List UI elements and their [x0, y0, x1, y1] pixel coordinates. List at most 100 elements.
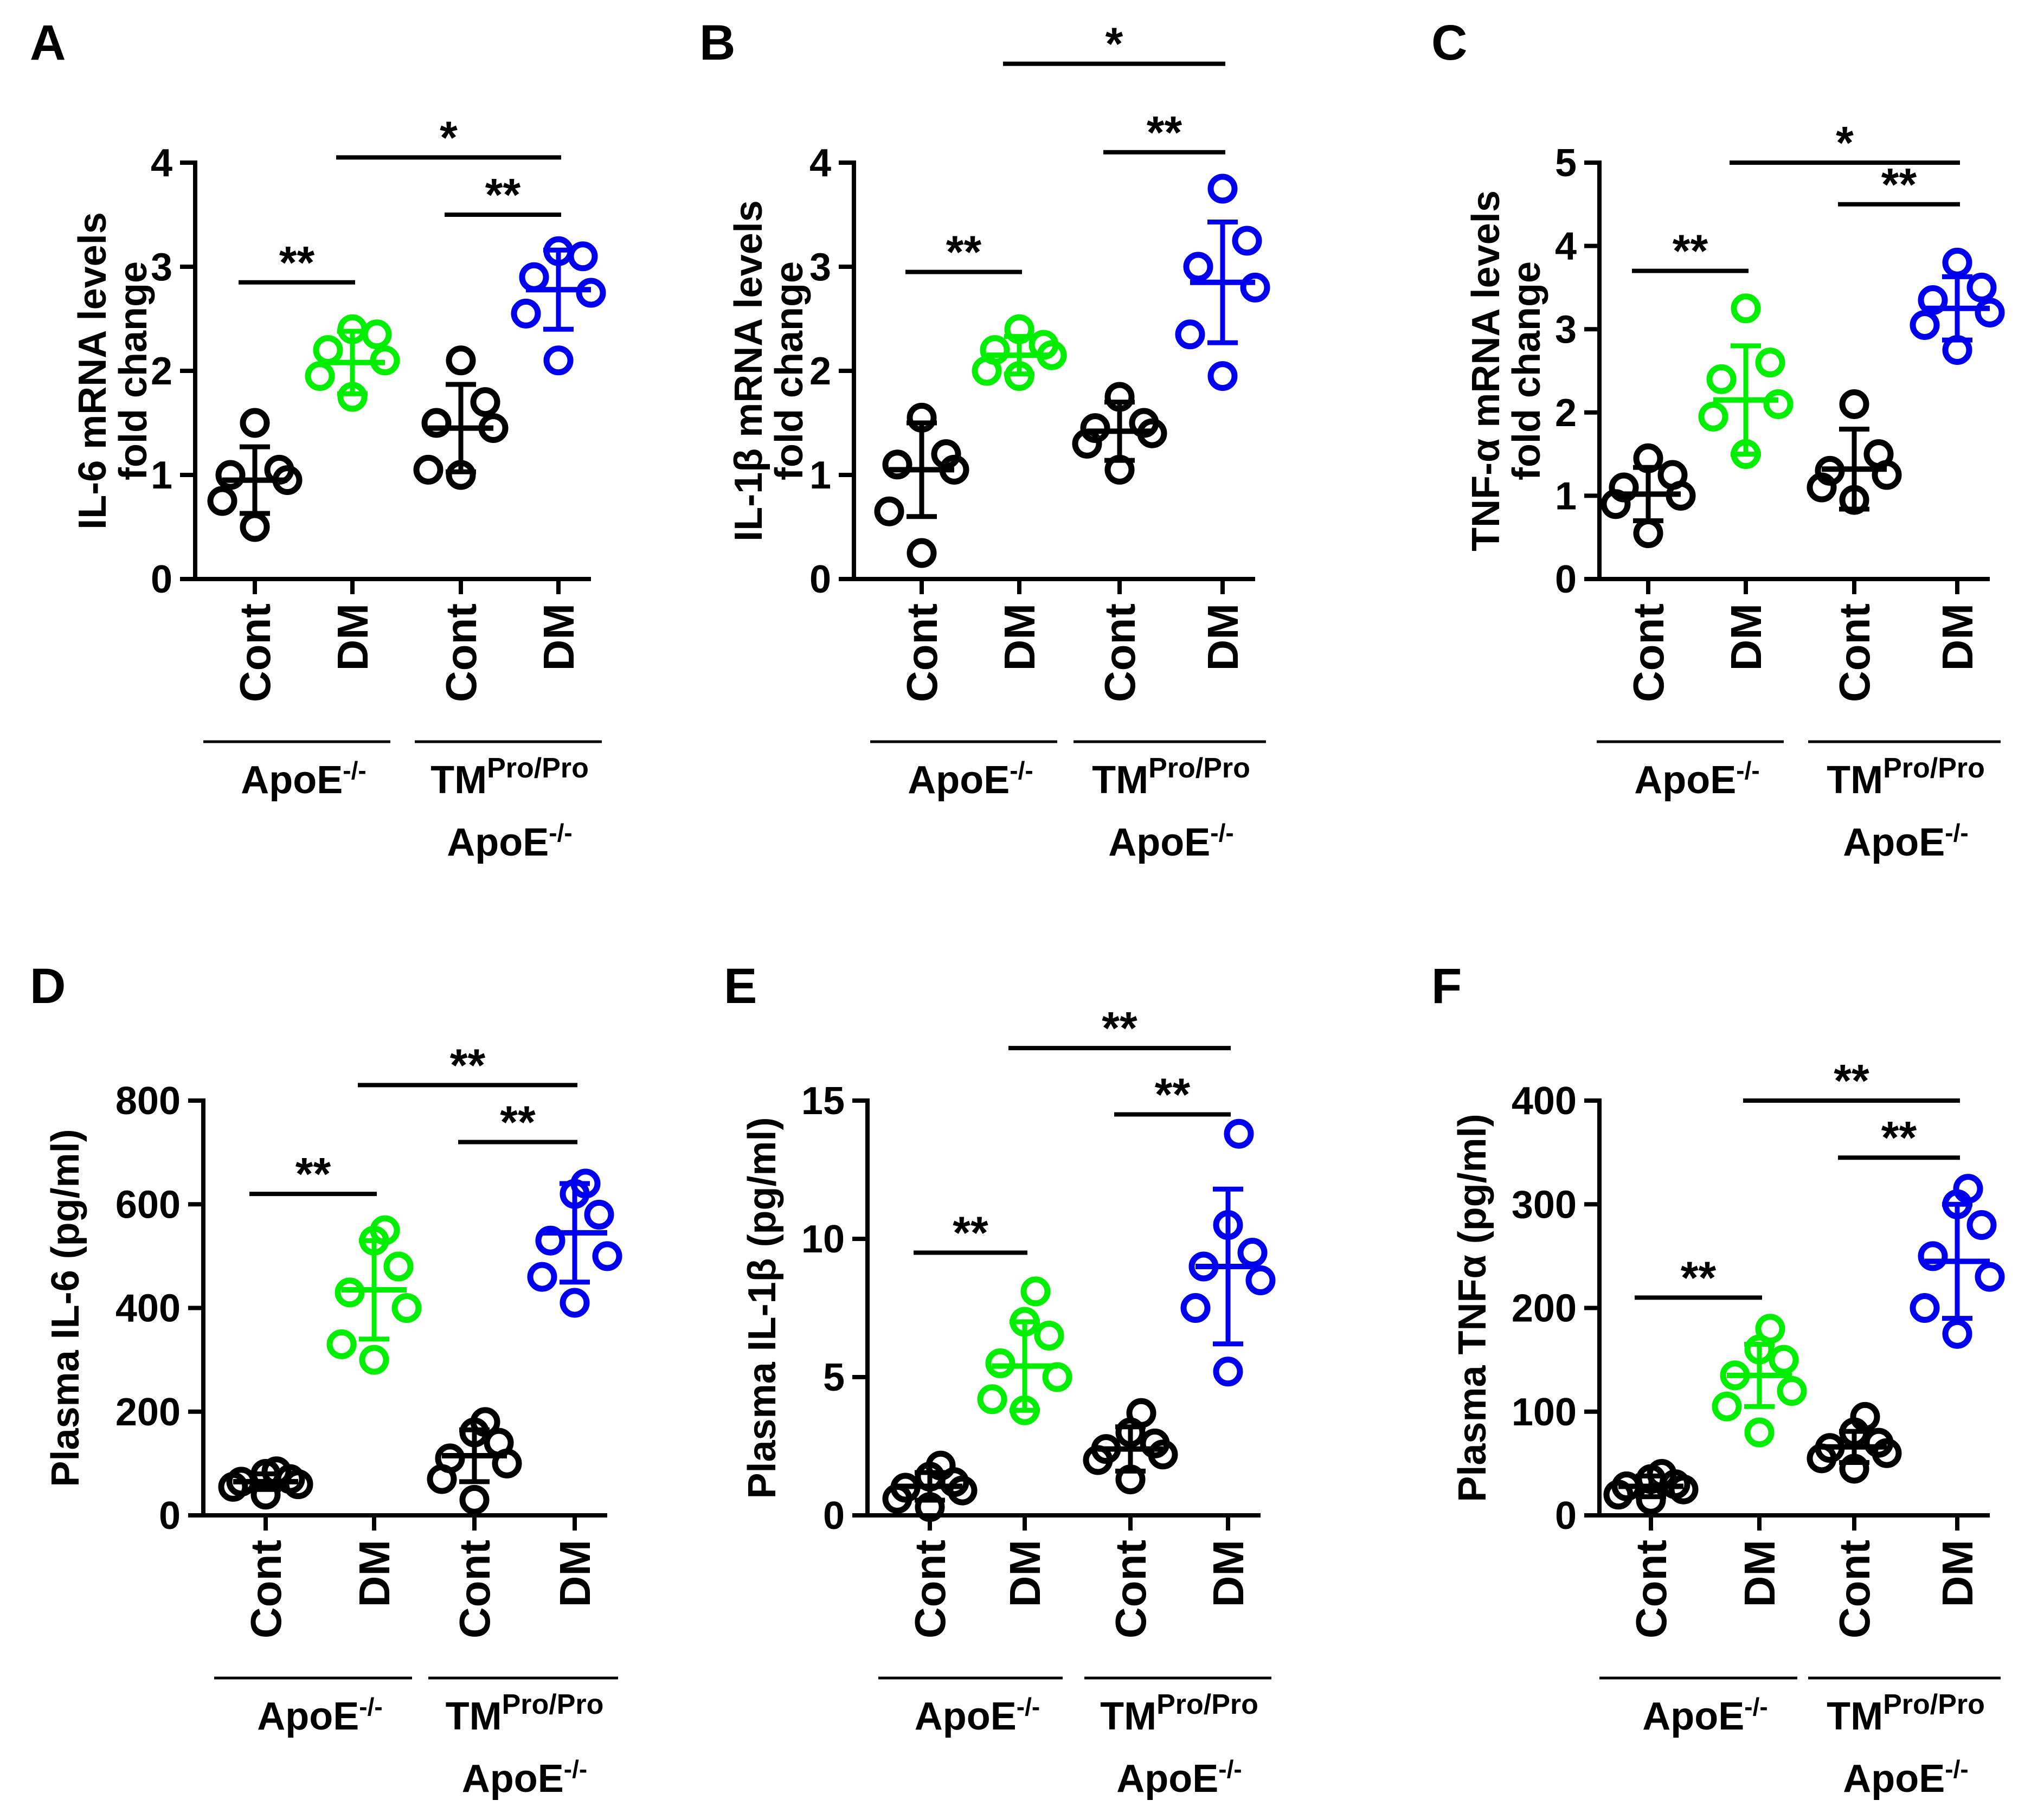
data-point — [1609, 472, 1639, 503]
x-tick-label: DM — [1736, 1540, 1784, 1607]
panel-b: B 0 1 2 3 4 Cont DM Cont DM IL-1β mRNA levelsfold … — [699, 15, 1270, 864]
panel-letter: E — [724, 959, 757, 1014]
group-label: TMPro/Pro — [446, 1689, 604, 1738]
data-point — [1207, 361, 1238, 391]
x-tick-label: DM — [1933, 603, 1982, 671]
y-tick-label: 400 — [115, 1287, 181, 1330]
significance-label: ** — [953, 1207, 988, 1258]
data-point — [560, 1288, 590, 1318]
data-point — [1966, 1210, 1997, 1240]
data-point — [543, 345, 574, 376]
data-point — [592, 1241, 622, 1271]
panel-letter: F — [1431, 959, 1462, 1014]
data-point — [362, 319, 392, 350]
significance-label: ** — [450, 1039, 486, 1090]
x-tick-label: Cont — [906, 1540, 954, 1638]
y-tick-label: 0 — [823, 1494, 845, 1538]
data-point — [240, 408, 270, 438]
y-tick-label: 0 — [159, 1494, 181, 1538]
group-label: ApoE-/- — [257, 1693, 382, 1738]
x-tick-label: DM — [1204, 1540, 1252, 1607]
data-point — [1850, 1401, 1880, 1432]
data-point — [1080, 413, 1110, 443]
data-point — [305, 361, 335, 391]
group-label: TMPro/Pro — [1092, 753, 1250, 802]
y-axis-title: IL-6 mRNA levels — [71, 212, 114, 530]
group-label-superscript: -/- — [1017, 1693, 1040, 1721]
y-tick-label: 100 — [1512, 1391, 1577, 1434]
y-axis-title: fold change — [1505, 261, 1548, 480]
group-label-superscript: -/- — [343, 756, 366, 785]
data-point — [1237, 1238, 1268, 1268]
y-axis-title: Plasma TNFα (pg/ml) — [1451, 1114, 1494, 1502]
y-tick-label: 0 — [151, 558, 172, 601]
y-axis-title: Plasma IL-1β (pg/ml) — [741, 1117, 784, 1499]
group-label-superscript: -/- — [549, 819, 572, 847]
x-tick-label: DM — [1933, 1540, 1982, 1607]
significance-label: * — [1105, 18, 1123, 69]
significance-label: ** — [279, 237, 315, 288]
x-tick-label: Cont — [1107, 1540, 1155, 1638]
x-tick-label: Cont — [1830, 1540, 1879, 1638]
data-point — [1975, 1262, 2005, 1292]
significance-label: ** — [1681, 1252, 1717, 1303]
data-point — [1839, 389, 1869, 419]
x-tick-label: Cont — [242, 1540, 290, 1638]
group-label: ApoE-/- — [447, 819, 572, 864]
y-axis-title: IL-1β mRNA levels — [727, 200, 770, 541]
data-point — [977, 1384, 1007, 1415]
data-point — [576, 278, 606, 308]
x-tick-label: DM — [535, 603, 583, 671]
data-point — [1240, 272, 1270, 303]
data-point — [1953, 1174, 1983, 1204]
group-label-superscript: Pro/Pro — [487, 753, 589, 784]
significance-label: ** — [1881, 1112, 1917, 1163]
group-label: ApoE-/- — [462, 1755, 587, 1801]
y-axis-title: fold change — [112, 261, 155, 480]
significance-label: * — [440, 112, 458, 163]
data-point — [359, 1345, 389, 1375]
y-tick-label: 10 — [801, 1218, 845, 1261]
panel-letter: C — [1431, 15, 1467, 70]
group-label-superscript: Pro/Pro — [1148, 753, 1250, 784]
x-tick-label: Cont — [451, 1540, 499, 1638]
y-axis-title: fold change — [768, 261, 811, 480]
data-point — [1712, 1391, 1742, 1422]
significance-label: ** — [1147, 107, 1182, 158]
x-tick-label: DM — [1199, 603, 1247, 671]
data-point — [391, 1293, 422, 1323]
y-tick-label: 200 — [1512, 1287, 1577, 1330]
group-label-superscript: -/- — [1945, 819, 1968, 847]
y-tick-label: 4 — [151, 142, 172, 185]
data-point — [874, 496, 904, 526]
x-tick-label: Cont — [898, 603, 946, 702]
y-tick-label: 1 — [809, 454, 831, 497]
data-point — [413, 454, 443, 485]
x-tick-label: Cont — [231, 603, 279, 702]
panel-e: E 0 5 10 15 Cont DM Cont DM Plasma IL-1β (pg/ml) A… — [724, 959, 1276, 1801]
y-tick-label: 4 — [809, 142, 831, 185]
group-label: ApoE-/- — [1843, 1755, 1968, 1801]
y-tick-label: 600 — [115, 1183, 181, 1226]
data-point — [1769, 1345, 1799, 1375]
data-point — [1245, 1265, 1276, 1295]
y-tick-label: 4 — [1555, 225, 1577, 268]
data-point — [1975, 297, 2005, 327]
group-label: ApoE-/- — [915, 1693, 1040, 1738]
data-point — [907, 538, 937, 568]
y-tick-label: 400 — [1512, 1079, 1577, 1123]
y-tick-label: 1 — [151, 454, 172, 497]
significance-label: ** — [500, 1097, 536, 1148]
panel-letter: A — [30, 15, 66, 70]
data-point — [470, 387, 500, 417]
data-point — [1207, 173, 1238, 204]
data-point — [1966, 272, 1997, 303]
data-point — [1918, 1241, 1948, 1271]
group-label-superscript: -/- — [564, 1755, 587, 1783]
x-tick-label: Cont — [437, 603, 485, 702]
group-label: TMPro/Pro — [1827, 753, 1985, 802]
data-point — [207, 486, 237, 516]
data-point — [511, 298, 541, 329]
group-label-superscript: -/- — [1736, 756, 1759, 785]
